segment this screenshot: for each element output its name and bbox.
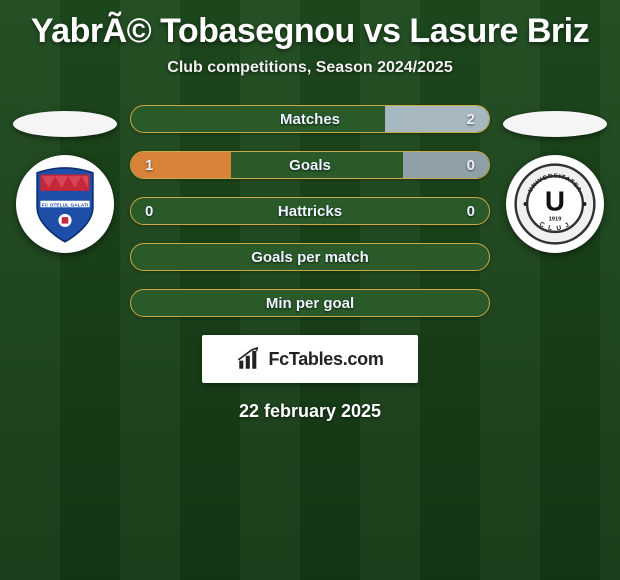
brand-badge: FcTables.com [202,335,418,383]
stat-right-value: 0 [475,198,489,224]
stats-bars: 2Matches10Goals00HattricksGoals per matc… [124,105,496,317]
stat-left-value: 0 [131,198,145,224]
stat-row: 2Matches [130,105,490,133]
brand-text: FcTables.com [268,349,383,370]
player-right-column: UNIVERSITATEA C L U J U 1919 [496,105,614,253]
stat-row: Goals per match [130,243,490,271]
svg-text:FC OTELUL GALATI: FC OTELUL GALATI [42,202,89,208]
svg-text:1919: 1919 [549,216,562,222]
subtitle: Club competitions, Season 2024/2025 [0,59,620,77]
player-left-column: FC OTELUL GALATI [6,105,124,253]
stat-row: 10Goals [130,151,490,179]
stat-right-value [475,244,489,270]
stat-row: 00Hattricks [130,197,490,225]
page-title: YabrÃ© Tobasegnou vs Lasure Briz [20,12,600,51]
player-right-name-plate [503,111,607,137]
stat-left-value [131,106,145,132]
stat-left-value [131,290,145,316]
brand-chart-icon [236,346,262,372]
stat-right-value: 0 [403,152,489,178]
club-crest-left: FC OTELUL GALATI [16,155,114,253]
svg-text:U: U [545,186,565,217]
stat-left-value: 1 [131,152,231,178]
stat-right-value [475,290,489,316]
player-left-name-plate [13,111,117,137]
stat-row: Min per goal [130,289,490,317]
club-crest-right: UNIVERSITATEA C L U J U 1919 [506,155,604,253]
stat-left-value [131,244,145,270]
stat-right-value: 2 [385,106,489,132]
date-text: 22 february 2025 [0,401,620,422]
